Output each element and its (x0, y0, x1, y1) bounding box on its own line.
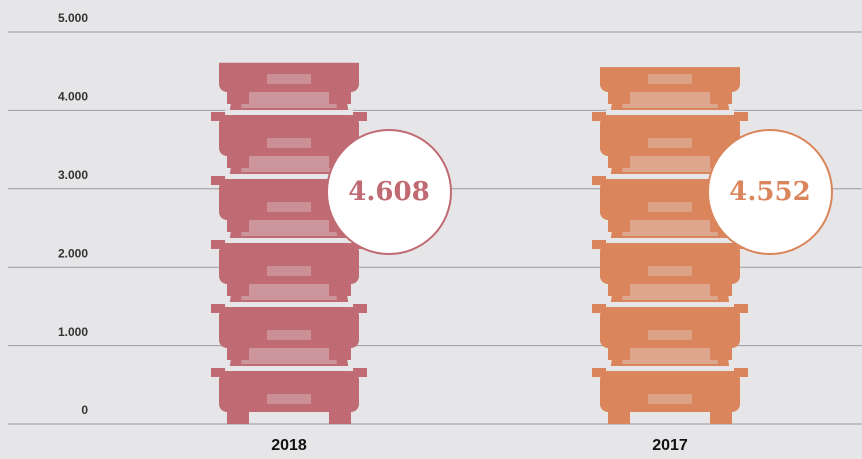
x-tick-label: 2017 (652, 437, 688, 454)
car-body (600, 244, 740, 284)
car-body (600, 116, 740, 156)
car-plate (267, 74, 311, 84)
car-body (219, 308, 359, 348)
value-badge (326, 129, 452, 255)
car-mirror (730, 304, 748, 313)
car-stripe (225, 46, 353, 51)
car-stripe (606, 238, 734, 243)
car-window (622, 23, 718, 44)
car-plate (648, 266, 692, 276)
car-stripe (606, 110, 734, 115)
y-tick-label: 2.000 (58, 246, 88, 260)
car-cabin (610, 17, 730, 52)
car-mirror (211, 176, 229, 185)
car-stripe (606, 366, 734, 371)
car-body (600, 67, 740, 92)
car-body (219, 116, 359, 156)
car-mirror (730, 368, 748, 377)
car-body (219, 62, 359, 92)
car-plate (267, 394, 311, 404)
car-stack (211, 17, 367, 424)
car-plate (648, 74, 692, 84)
car-body (600, 308, 740, 348)
car-body (219, 372, 359, 412)
y-tick-label: 0 (81, 403, 88, 417)
car-window (241, 215, 337, 236)
car-plate (648, 330, 692, 340)
car-mirror (211, 112, 229, 121)
car-mirror (592, 240, 610, 249)
car-window (622, 215, 718, 236)
car-body (600, 372, 740, 412)
car-mirror (592, 304, 610, 313)
y-tick-label: 5.000 (58, 11, 88, 25)
car-stripe (225, 302, 353, 307)
car-window (622, 151, 718, 172)
car-stripe (606, 302, 734, 307)
car-mirror (730, 48, 748, 57)
car-window (241, 23, 337, 44)
car-window (622, 87, 718, 108)
car-stripe (225, 238, 353, 243)
car-mirror (349, 48, 367, 57)
car-mirror (211, 368, 229, 377)
car-stripe (606, 46, 734, 51)
car-mirror (592, 112, 610, 121)
x-tick-label: 2018 (271, 437, 307, 454)
car-plate (267, 138, 311, 148)
car-plate (267, 330, 311, 340)
car-plate (267, 202, 311, 212)
car-window (241, 279, 337, 300)
car-cabin (229, 17, 349, 52)
car-mirror (349, 368, 367, 377)
value-badge (707, 129, 833, 255)
car-mirror (211, 48, 229, 57)
car-mirror (592, 368, 610, 377)
car-mirror (592, 48, 610, 57)
y-tick-label: 3.000 (58, 168, 88, 182)
car-body (600, 180, 740, 220)
car-mirror (592, 176, 610, 185)
y-tick-label: 4.000 (58, 90, 88, 104)
car-stripe (606, 174, 734, 179)
car-body (219, 244, 359, 284)
car-window (622, 343, 718, 364)
car-window (622, 279, 718, 300)
car-mirror (211, 240, 229, 249)
car-plate (267, 266, 311, 276)
car-mirror (349, 304, 367, 313)
car-stripe (225, 174, 353, 179)
car-plate (648, 394, 692, 404)
value-label: 4.552 (729, 177, 810, 207)
car-stripe (225, 366, 353, 371)
car-mirror (349, 112, 367, 121)
car-stripe (225, 110, 353, 115)
car-plate (648, 202, 692, 212)
car-window (241, 151, 337, 172)
car-window (241, 87, 337, 108)
car-body (219, 180, 359, 220)
car-mirror (211, 304, 229, 313)
car-window (241, 343, 337, 364)
car-plate (648, 138, 692, 148)
value-label: 4.608 (348, 177, 429, 207)
car-mirror (730, 112, 748, 121)
y-tick-label: 1.000 (58, 325, 88, 339)
